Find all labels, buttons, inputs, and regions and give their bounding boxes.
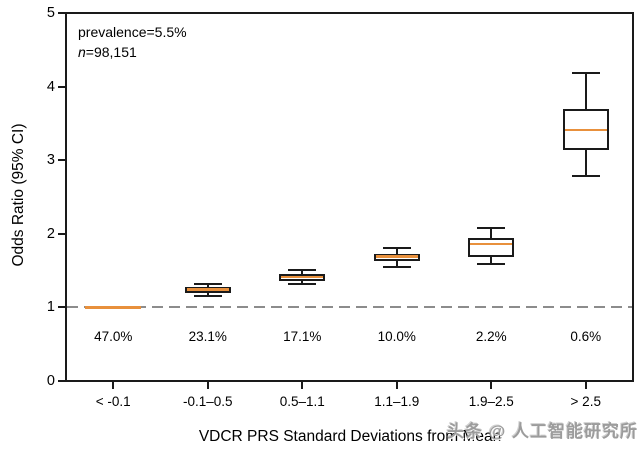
y-tick-label: 5 — [46, 5, 55, 21]
group-percentage-label: 47.0% — [94, 329, 133, 344]
whisker-cap-top — [571, 72, 600, 75]
annotation-n-symbol: n — [78, 44, 86, 60]
annotation-block: prevalence=5.5% n=98,151 — [78, 22, 187, 62]
whisker-cap-bottom — [477, 262, 506, 265]
median-line — [470, 242, 513, 246]
y-tick — [58, 85, 65, 88]
group-percentage-label: 17.1% — [283, 329, 322, 344]
y-axis-label: Odds Ratio (95% CI) — [10, 123, 27, 267]
x-tick — [395, 382, 398, 389]
annotation-n-value: =98,151 — [85, 44, 137, 60]
iqr-box — [468, 238, 515, 257]
watermark: 头条 @ 人工智能研究所 — [446, 422, 638, 441]
whisker-cap-bottom — [193, 295, 222, 298]
y-tick-label: 4 — [46, 78, 55, 95]
y-tick-label: 1 — [46, 299, 55, 316]
group-percentage-label: 23.1% — [188, 329, 227, 344]
x-tick-label: 1.9–2.5 — [468, 394, 514, 409]
x-tick — [301, 382, 304, 389]
median-line — [564, 128, 607, 132]
x-tick-label: < -0.1 — [95, 394, 131, 409]
y-tick — [58, 380, 65, 382]
whisker-cap-top — [477, 226, 506, 229]
x-tick — [206, 382, 209, 389]
y-tick — [58, 232, 65, 235]
x-tick-label: 0.5–1.1 — [279, 394, 325, 409]
group-percentage-label: 0.6% — [570, 329, 602, 344]
y-tick-label: 2 — [46, 225, 55, 242]
whisker-cap-bottom — [382, 265, 411, 268]
annotation-prevalence: prevalence=5.5% — [78, 24, 187, 40]
x-tick — [490, 382, 493, 389]
group-percentage-label: 2.2% — [475, 329, 507, 344]
whisker-cap-top — [193, 282, 222, 285]
median-line — [281, 275, 324, 279]
whisker-cap-bottom — [571, 175, 600, 178]
x-axis-label: VDCR PRS Standard Deviations from Mean — [198, 428, 502, 445]
median-line — [375, 255, 418, 258]
reference-line — [67, 306, 632, 309]
annotation-n: n=98,151 — [78, 42, 187, 62]
plot-frame — [65, 12, 634, 382]
x-tick — [584, 382, 587, 389]
x-tick-label: > 2.5 — [570, 394, 601, 409]
median-line — [186, 288, 229, 291]
y-tick-label: 0 — [46, 373, 55, 389]
x-tick — [112, 382, 115, 389]
y-tick-label: 3 — [46, 152, 55, 169]
whisker-cap-bottom — [288, 282, 317, 285]
group-percentage-label: 10.0% — [377, 329, 416, 344]
x-tick-label: 1.1–1.9 — [374, 394, 420, 409]
y-tick — [58, 306, 65, 309]
y-tick — [58, 159, 65, 162]
whisker-cap-top — [382, 246, 411, 249]
reference-median-line — [85, 306, 142, 309]
x-tick-label: -0.1–0.5 — [182, 394, 233, 409]
y-tick — [58, 12, 65, 14]
whisker-cap-top — [288, 268, 317, 271]
